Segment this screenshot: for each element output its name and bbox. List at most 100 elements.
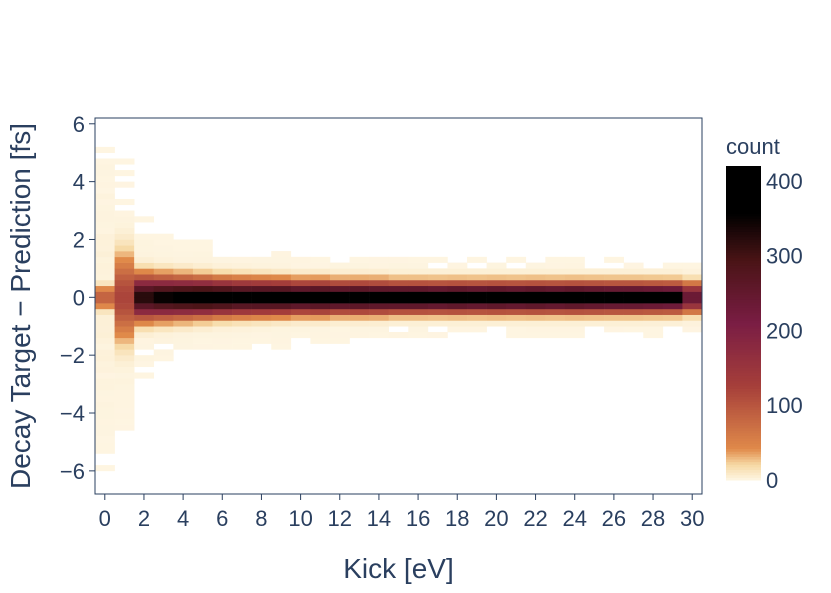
heatmap-cell bbox=[447, 285, 468, 292]
heatmap-cell bbox=[95, 332, 115, 339]
colorbar-segment bbox=[726, 273, 761, 277]
heatmap-cell bbox=[545, 262, 566, 269]
heatmap-cell bbox=[623, 262, 644, 269]
heatmap-cell bbox=[447, 314, 468, 321]
heatmap-cell bbox=[623, 303, 644, 310]
heatmap-cell bbox=[114, 233, 135, 240]
heatmap-cell bbox=[114, 343, 135, 350]
heatmap-cell bbox=[467, 291, 487, 298]
heatmap-cell bbox=[114, 181, 135, 188]
colorbar-segment bbox=[726, 307, 761, 311]
heatmap-cell bbox=[212, 297, 233, 304]
heatmap-cell bbox=[447, 320, 468, 327]
heatmap-cell bbox=[134, 372, 155, 379]
heatmap-cell bbox=[388, 297, 409, 304]
heatmap-cell bbox=[369, 274, 390, 281]
heatmap-cell bbox=[271, 303, 292, 310]
heatmap-cell bbox=[604, 314, 624, 321]
heatmap-cell bbox=[545, 320, 566, 327]
heatmap-cell bbox=[408, 303, 429, 310]
heatmap-cell bbox=[682, 268, 703, 275]
heatmap-cell bbox=[467, 256, 487, 263]
colorbar-segment bbox=[726, 278, 761, 282]
heatmap-cell bbox=[525, 332, 546, 339]
heatmap-cell bbox=[643, 320, 664, 327]
heatmap-cell bbox=[95, 239, 115, 246]
heatmap-cell bbox=[349, 274, 370, 281]
heatmap-cell bbox=[525, 268, 546, 275]
heatmap-cell bbox=[95, 175, 115, 182]
heatmap-cell bbox=[408, 326, 429, 333]
heatmap-cell bbox=[682, 291, 703, 298]
heatmap-cell bbox=[525, 303, 546, 310]
colorbar-segment bbox=[726, 472, 761, 476]
heatmap-cell bbox=[662, 262, 683, 269]
heatmap-cell bbox=[525, 274, 546, 281]
x-tick-label: 14 bbox=[367, 506, 391, 531]
heatmap-cell bbox=[153, 274, 174, 281]
heatmap-cell bbox=[192, 326, 213, 333]
colorbar-segment bbox=[726, 359, 761, 363]
heatmap-cell bbox=[388, 308, 409, 315]
heatmap-cell bbox=[486, 291, 507, 298]
heatmap-cell bbox=[192, 343, 213, 350]
heatmap-cell bbox=[192, 239, 213, 246]
x-tick-label: 16 bbox=[406, 506, 430, 531]
heatmap-cell bbox=[486, 268, 507, 275]
heatmap-cell bbox=[329, 314, 350, 321]
heatmap-cell bbox=[408, 256, 429, 263]
heatmap-cell bbox=[369, 291, 390, 298]
heatmap-cell bbox=[114, 245, 135, 252]
colorbar-segment bbox=[726, 419, 761, 423]
heatmap-cell bbox=[95, 360, 115, 368]
heatmap-cell bbox=[95, 210, 115, 217]
heatmap-cell bbox=[192, 314, 213, 321]
x-tick-label: 4 bbox=[177, 506, 189, 531]
colorbar-segment bbox=[726, 173, 761, 177]
heatmap-cell bbox=[329, 291, 350, 298]
y-axis-title: Decay Target − Prediction [fs] bbox=[5, 123, 36, 489]
heatmap-cell bbox=[467, 303, 487, 310]
heatmap-cell bbox=[114, 332, 135, 339]
heatmap-cell bbox=[643, 268, 664, 275]
heatmap-cell bbox=[388, 314, 409, 321]
heatmap-cell bbox=[623, 285, 644, 292]
heatmap-cell bbox=[192, 262, 213, 269]
colorbar-segment bbox=[726, 323, 761, 327]
y-tick-label: 4 bbox=[73, 170, 85, 195]
heatmap-cell bbox=[408, 268, 429, 275]
heatmap-cell bbox=[192, 303, 213, 310]
heatmap-cell bbox=[114, 256, 135, 263]
heatmap-cell bbox=[623, 320, 644, 327]
heatmap-cell bbox=[290, 291, 311, 298]
heatmap-cell bbox=[486, 303, 507, 310]
heatmap-cell bbox=[564, 268, 585, 275]
heatmap-cell bbox=[310, 314, 331, 321]
heatmap-cell bbox=[486, 285, 507, 292]
heatmap-cell bbox=[388, 256, 409, 263]
heatmap-cell bbox=[623, 291, 644, 298]
heatmap-cell bbox=[643, 297, 664, 304]
heatmap-cell bbox=[427, 285, 448, 292]
heatmap-cell bbox=[643, 274, 664, 281]
heatmap-cell bbox=[545, 268, 566, 275]
heatmap-cell bbox=[506, 314, 527, 321]
heatmap-cell bbox=[584, 297, 605, 304]
colorbar-segment bbox=[726, 417, 761, 421]
colorbar-segment bbox=[726, 207, 761, 211]
heatmap-cell bbox=[369, 314, 390, 321]
heatmap-cell bbox=[251, 320, 272, 327]
heatmap-cell bbox=[388, 274, 409, 281]
colorbar-segment bbox=[726, 391, 761, 395]
heatmap-cell bbox=[349, 291, 370, 298]
heatmap-cell bbox=[114, 326, 135, 333]
heatmap-cell bbox=[310, 320, 331, 327]
heatmap-cell bbox=[310, 291, 331, 298]
heatmap-cell bbox=[153, 279, 174, 287]
heatmap-cell bbox=[310, 262, 331, 269]
colorbar-segment bbox=[726, 388, 761, 392]
heatmap-cell bbox=[232, 303, 252, 310]
heatmap-cell bbox=[584, 303, 605, 310]
colorbar-segment bbox=[726, 239, 761, 243]
heatmap-cell bbox=[134, 314, 155, 321]
